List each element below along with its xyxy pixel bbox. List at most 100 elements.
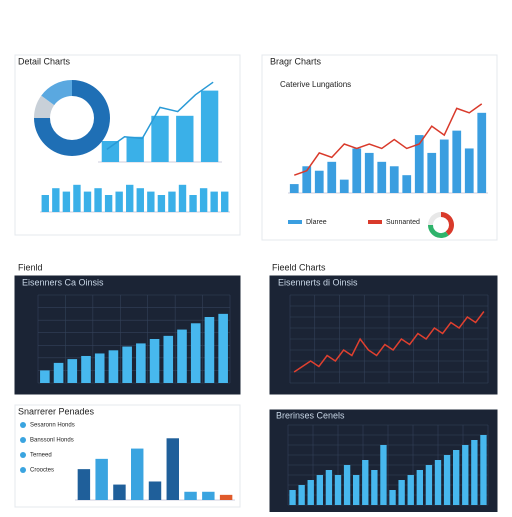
legend-swatch	[368, 220, 382, 224]
bar	[425, 465, 433, 505]
panel	[269, 275, 498, 395]
bar	[113, 484, 126, 500]
bar	[343, 465, 351, 505]
bar	[339, 179, 349, 193]
bar	[453, 450, 460, 505]
legend-icon	[20, 422, 26, 428]
section-heading: Fieeld Charts	[272, 262, 326, 272]
line	[293, 311, 485, 373]
legend-label: Crooctes	[30, 468, 54, 474]
bar	[190, 323, 201, 383]
bar	[314, 170, 324, 193]
chart-title: Snarrerer Penades	[18, 406, 95, 416]
bar	[115, 191, 123, 212]
bar	[101, 141, 120, 162]
bar	[443, 455, 451, 505]
bar	[416, 470, 423, 505]
pie-slice	[428, 225, 449, 239]
bar	[184, 491, 197, 500]
bar	[151, 115, 169, 162]
legend-icon	[20, 437, 26, 443]
bar	[480, 435, 487, 505]
bar	[40, 370, 50, 383]
bar	[434, 460, 442, 505]
bar	[83, 191, 92, 212]
bar	[52, 188, 60, 212]
bar	[464, 148, 474, 193]
bar	[189, 195, 197, 212]
bar	[41, 195, 49, 212]
bar	[462, 445, 469, 505]
bar	[126, 136, 144, 162]
legend-label: Terneed	[30, 453, 52, 459]
pie-slice	[34, 80, 110, 156]
pie-slice	[441, 212, 455, 236]
bar	[352, 148, 362, 193]
chart-title: Bragr Charts	[270, 56, 322, 66]
bar	[148, 481, 162, 500]
bar	[298, 485, 305, 505]
bar	[200, 90, 219, 162]
chart-title: Detail Charts	[18, 56, 71, 66]
bar	[219, 494, 233, 500]
line	[293, 103, 483, 176]
bar	[157, 195, 166, 212]
chart-title: Eisennerts di Oinsis	[278, 277, 358, 287]
bar	[439, 139, 449, 193]
bar	[302, 166, 312, 193]
bar	[325, 470, 333, 505]
legend-swatch	[288, 220, 302, 224]
bar	[353, 475, 360, 505]
bar	[53, 362, 64, 383]
bar	[414, 135, 424, 193]
section-heading: Fienld	[18, 262, 43, 272]
bar	[94, 188, 102, 212]
bar	[210, 191, 218, 212]
bar	[166, 438, 179, 500]
bar	[452, 130, 462, 193]
chart-subtitle: Caterive Lungations	[280, 80, 351, 89]
bar	[108, 350, 119, 383]
bar	[199, 188, 208, 212]
bar	[122, 346, 132, 383]
bar	[389, 490, 396, 505]
bar	[178, 184, 187, 212]
legend-label: Sunnanted	[386, 219, 420, 226]
bar	[307, 480, 314, 505]
bar	[131, 448, 144, 500]
bar	[147, 191, 155, 212]
bar	[149, 339, 160, 383]
bar	[67, 359, 78, 383]
bar	[289, 184, 299, 193]
legend-label: Sesaronn Honds	[30, 423, 75, 429]
chart-title: Brerinses Cenels	[276, 410, 345, 420]
bar	[168, 191, 176, 212]
bar	[177, 329, 187, 383]
bar	[221, 191, 229, 212]
bar	[95, 458, 108, 500]
bar	[380, 445, 387, 505]
bar	[407, 475, 414, 505]
bar	[73, 184, 81, 212]
bar	[371, 470, 378, 505]
bar	[136, 343, 146, 383]
legend-label: Banssonl Honds	[30, 438, 74, 444]
bar	[136, 188, 144, 212]
bar	[398, 480, 405, 505]
bar	[427, 152, 437, 193]
bar	[104, 195, 113, 212]
bar	[126, 184, 134, 212]
bar	[362, 460, 369, 505]
bar	[163, 335, 174, 383]
legend-icon	[20, 467, 26, 473]
panel	[14, 404, 241, 508]
bar	[402, 175, 412, 193]
bar	[289, 490, 296, 505]
line	[106, 81, 214, 151]
bar	[364, 152, 374, 193]
legend-label: Dlaree	[306, 219, 327, 226]
bar	[334, 475, 342, 505]
bar	[377, 161, 387, 193]
bar	[77, 469, 91, 500]
bar	[202, 491, 215, 500]
